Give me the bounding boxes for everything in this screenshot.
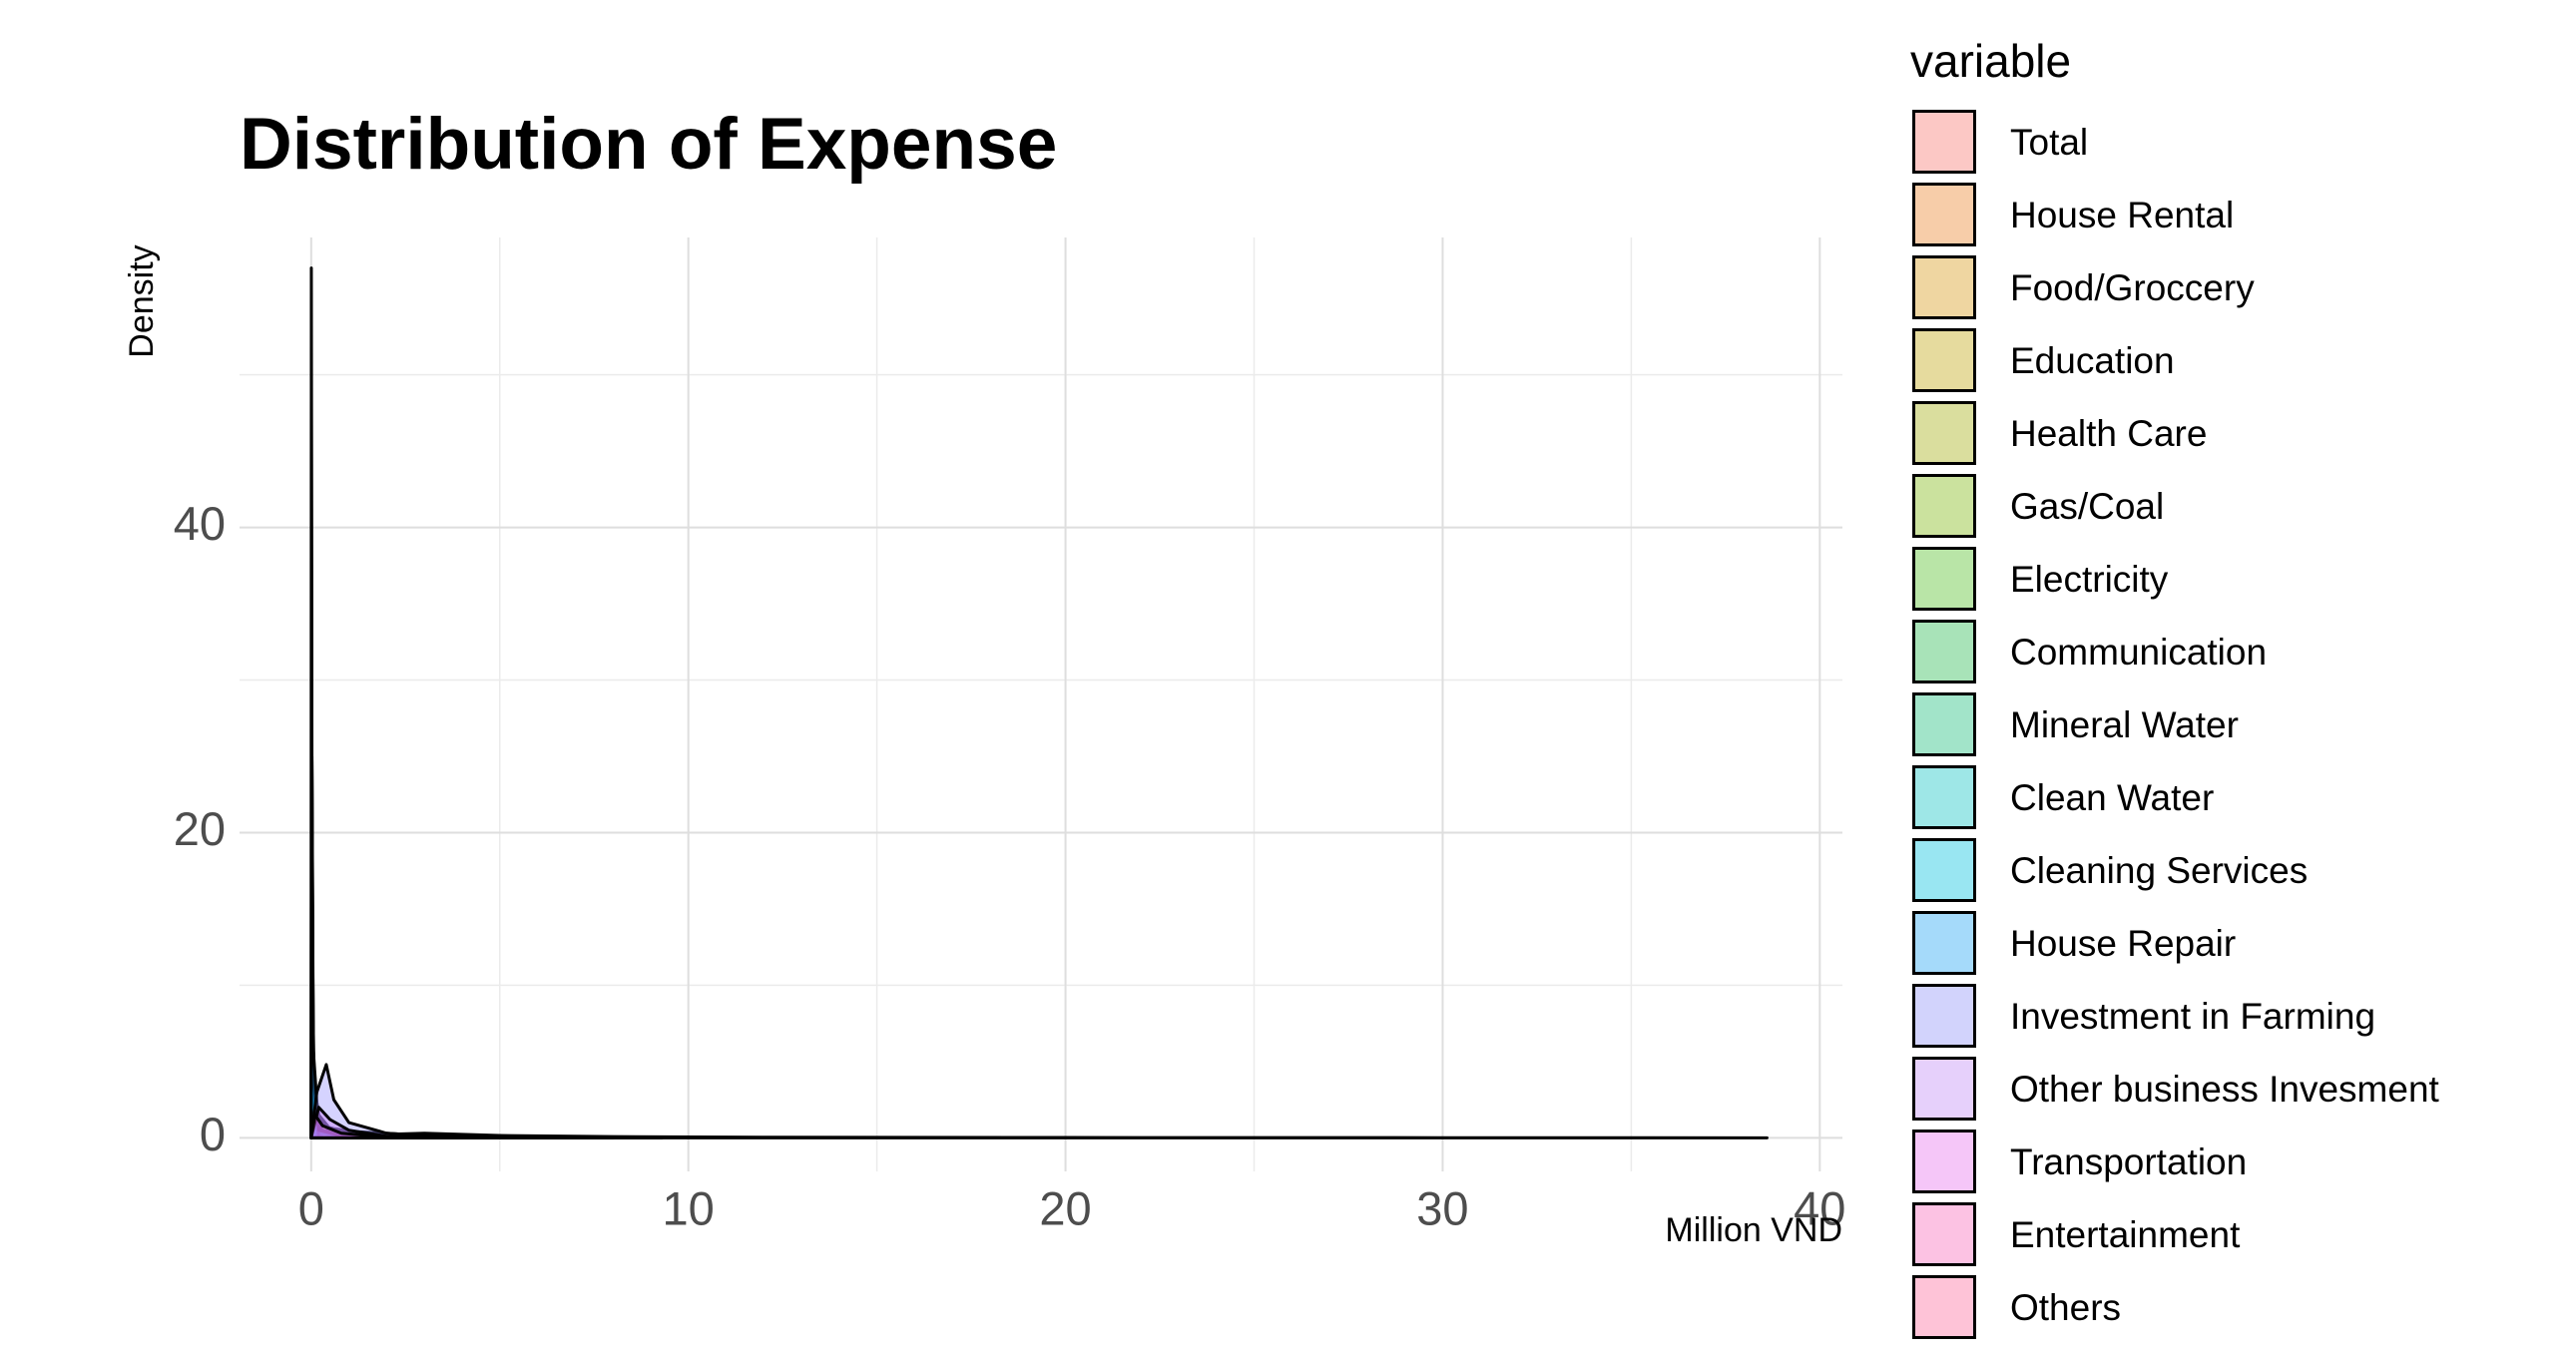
legend-item: Total: [1910, 108, 2509, 181]
legend-swatch: [1912, 110, 1976, 174]
density-curves: [309, 266, 1769, 1139]
legend-swatch: [1912, 255, 1976, 319]
legend-swatch: [1912, 1202, 1976, 1266]
legend-label: Other business Invesment: [2010, 1069, 2439, 1110]
legend-item: Clean Water: [1910, 763, 2509, 836]
legend-item: Investment in Farming: [1910, 982, 2509, 1055]
legend-label: Health Care: [2010, 413, 2208, 454]
legend-swatch: [1912, 1275, 1976, 1339]
legend-swatch: [1912, 984, 1976, 1048]
legend-item: Education: [1910, 326, 2509, 399]
legend-label: Communication: [2010, 632, 2268, 673]
legend-swatch: [1912, 620, 1976, 683]
legend-item: Entertainment: [1910, 1200, 2509, 1273]
legend-item: Other business Invesment: [1910, 1055, 2509, 1128]
y-tick-label: 20: [174, 802, 226, 855]
legend-label: Total: [2010, 122, 2089, 163]
legend-swatch: [1912, 911, 1976, 975]
legend-item: Gas/Coal: [1910, 472, 2509, 545]
x-axis-title: Million VND: [1665, 1211, 1842, 1249]
legend-swatch: [1912, 328, 1976, 392]
legend-item: Transportation: [1910, 1128, 2509, 1200]
legend-swatch: [1912, 692, 1976, 756]
legend-item: Mineral Water: [1910, 690, 2509, 763]
legend-label: Food/Groccery: [2010, 267, 2255, 308]
legend-label: Investment in Farming: [2010, 996, 2376, 1037]
legend-swatch: [1912, 765, 1976, 829]
y-axis-title: Density: [123, 244, 161, 357]
legend-item: Health Care: [1910, 399, 2509, 472]
legend-label: Electricity: [2010, 559, 2169, 600]
axis-ticks: 0 10 20 30 40 0 20 40: [174, 497, 1846, 1234]
legend: Total House Rental Food/Groccery Education H…: [1910, 108, 2509, 1346]
legend-label: House Repair: [2010, 923, 2237, 964]
legend-label: House Rental: [2010, 195, 2235, 235]
legend-item: Food/Groccery: [1910, 253, 2509, 326]
chart-title: Distribution of Expense: [240, 104, 1058, 185]
density-area-other-business-invesment: [309, 679, 351, 1139]
legend-swatch: [1912, 838, 1976, 902]
legend-label: Education: [2010, 340, 2175, 381]
legend-item: Others: [1910, 1273, 2509, 1346]
x-tick-label: 40: [1794, 1181, 1845, 1234]
y-tick-label: 40: [174, 497, 226, 550]
legend-item: Cleaning Services: [1910, 836, 2509, 909]
x-tick-label: 30: [1416, 1181, 1468, 1234]
legend-label: Gas/Coal: [2010, 486, 2165, 527]
legend-label: Transportation: [2010, 1141, 2248, 1182]
legend-label: Others: [2010, 1287, 2122, 1328]
legend-swatch: [1912, 401, 1976, 465]
x-tick-label: 10: [663, 1181, 715, 1234]
legend-swatch: [1912, 547, 1976, 611]
y-tick-label: 0: [200, 1108, 226, 1160]
legend-label: Entertainment: [2010, 1214, 2241, 1255]
density-area-others: [309, 1113, 464, 1139]
legend-item: Electricity: [1910, 545, 2509, 618]
x-tick-label: 0: [298, 1181, 324, 1234]
legend-swatch: [1912, 1057, 1976, 1121]
legend-label: Cleaning Services: [2010, 850, 2309, 891]
legend-swatch: [1912, 474, 1976, 538]
legend-item: House Repair: [1910, 909, 2509, 982]
grid-lines: [240, 237, 1842, 1171]
legend-swatch: [1912, 183, 1976, 246]
legend-item: House Rental: [1910, 181, 2509, 253]
legend-title: variable: [1910, 35, 2072, 87]
legend-label: Clean Water: [2010, 777, 2215, 818]
plot-area: 0 10 20 30 40 0 20 40 Density Million VND: [123, 237, 1846, 1249]
legend-label: Mineral Water: [2010, 704, 2239, 745]
x-tick-label: 20: [1039, 1181, 1091, 1234]
legend-swatch: [1912, 1130, 1976, 1193]
legend-item: Communication: [1910, 618, 2509, 690]
